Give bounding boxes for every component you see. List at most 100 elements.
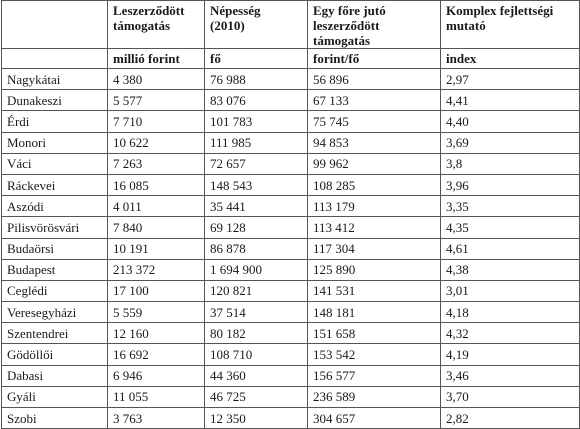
region-cell: Budaörsi [1, 237, 108, 260]
value-cell: 12 350 [204, 406, 308, 429]
value-cell: 4 380 [107, 67, 205, 91]
value-cell: 3,69 [440, 131, 580, 154]
value-cell: 80 182 [204, 322, 308, 345]
data-row: Budaörsi 10 191 86 878 117 304 4,61 [1, 237, 580, 260]
data-row: Dabasi 6 946 44 360 156 577 3,46 [1, 364, 580, 387]
region-cell: Érdi [1, 110, 108, 133]
data-row: Nagykátai 4 380 76 988 56 896 2,97 [1, 67, 580, 91]
region-cell: Monori [1, 131, 108, 154]
unit-cell: millió forint [107, 48, 205, 69]
unit-cell: fő [204, 48, 308, 69]
data-row: Ceglédi 17 100 120 821 141 531 3,01 [1, 279, 580, 303]
corner-cell [1, 48, 108, 69]
value-cell: 213 372 [107, 258, 205, 281]
region-cell: Gödöllői [1, 343, 108, 366]
value-cell: 153 542 [307, 343, 441, 366]
region-cell: Dunakeszi [1, 89, 108, 112]
value-cell: 69 128 [204, 216, 308, 239]
value-cell: 44 360 [204, 364, 308, 387]
header-cell: Leszerződött támogatás [107, 0, 205, 49]
value-cell: 83 076 [204, 89, 308, 112]
value-cell: 125 890 [307, 258, 441, 281]
unit-cell: index [440, 48, 580, 69]
value-cell: 2,97 [440, 67, 580, 91]
region-cell: Dabasi [1, 364, 108, 387]
header-cell: Népesség (2010) [204, 0, 308, 49]
value-cell: 4,35 [440, 216, 580, 239]
value-cell: 3 763 [107, 406, 205, 429]
value-cell: 236 589 [307, 385, 441, 409]
region-cell: Veresegyházi [1, 301, 108, 324]
value-cell: 94 853 [307, 131, 441, 154]
value-cell: 108 710 [204, 343, 308, 366]
data-row: Váci 7 263 72 657 99 962 3,8 [1, 152, 580, 175]
corner-cell [1, 0, 108, 49]
data-row: Gyáli 11 055 46 725 236 589 3,70 [1, 385, 580, 409]
value-cell: 4,32 [440, 322, 580, 345]
data-row: Érdi 7 710 101 783 75 745 4,40 [1, 110, 580, 133]
value-cell: 17 100 [107, 279, 205, 303]
data-row: Ráckevei 16 085 148 543 108 285 3,96 [1, 173, 580, 197]
value-cell: 7 710 [107, 110, 205, 133]
value-cell: 37 514 [204, 301, 308, 324]
value-cell: 10 191 [107, 237, 205, 260]
value-cell: 4,61 [440, 237, 580, 260]
value-cell: 10 622 [107, 131, 205, 154]
value-cell: 16 692 [107, 343, 205, 366]
value-cell: 3,96 [440, 173, 580, 197]
data-row: Gödöllői 16 692 108 710 153 542 4,19 [1, 343, 580, 366]
data-row: Szentendrei 12 160 80 182 151 658 4,32 [1, 322, 580, 345]
value-cell: 148 543 [204, 173, 308, 197]
unit-cell: forint/fő [307, 48, 441, 69]
value-cell: 5 559 [107, 301, 205, 324]
data-row: Pilisvörösvári 7 840 69 128 113 412 4,35 [1, 216, 580, 239]
value-cell: 46 725 [204, 385, 308, 409]
data-row: Aszódi 4 011 35 441 113 179 3,35 [1, 195, 580, 218]
value-cell: 5 577 [107, 89, 205, 112]
value-cell: 75 745 [307, 110, 441, 133]
data-row: Budapest 213 372 1 694 900 125 890 4,38 [1, 258, 580, 281]
value-cell: 113 179 [307, 195, 441, 218]
value-cell: 56 896 [307, 67, 441, 91]
value-cell: 156 577 [307, 364, 441, 387]
value-cell: 3,70 [440, 385, 580, 409]
value-cell: 1 694 900 [204, 258, 308, 281]
value-cell: 16 085 [107, 173, 205, 197]
data-row: Veresegyházi 5 559 37 514 148 181 4,18 [1, 301, 580, 324]
value-cell: 3,01 [440, 279, 580, 303]
value-cell: 76 988 [204, 67, 308, 91]
value-cell: 7 263 [107, 152, 205, 175]
region-cell: Szentendrei [1, 322, 108, 345]
value-cell: 4 011 [107, 195, 205, 218]
data-row: Dunakeszi 5 577 83 076 67 133 4,41 [1, 89, 580, 112]
value-cell: 151 658 [307, 322, 441, 345]
region-cell: Budapest [1, 258, 108, 281]
value-cell: 3,35 [440, 195, 580, 218]
value-cell: 11 055 [107, 385, 205, 409]
header-cell: Komplex fejlettségi mutató [440, 0, 580, 49]
data-row: Szobi 3 763 12 350 304 657 2,82 [1, 406, 580, 429]
region-cell: Gyáli [1, 385, 108, 409]
value-cell: 4,41 [440, 89, 580, 112]
value-cell: 304 657 [307, 406, 441, 429]
region-cell: Ceglédi [1, 279, 108, 303]
value-cell: 86 878 [204, 237, 308, 260]
value-cell: 4,40 [440, 110, 580, 133]
value-cell: 148 181 [307, 301, 441, 324]
value-cell: 72 657 [204, 152, 308, 175]
value-cell: 99 962 [307, 152, 441, 175]
region-cell: Szobi [1, 406, 108, 429]
value-cell: 12 160 [107, 322, 205, 345]
region-cell: Pilisvörösvári [1, 216, 108, 239]
value-cell: 67 133 [307, 89, 441, 112]
header-row: Leszerződött támogatás Népesség (2010) Egy… [1, 0, 580, 49]
region-cell: Aszódi [1, 195, 108, 218]
value-cell: 7 840 [107, 216, 205, 239]
value-cell: 3,8 [440, 152, 580, 175]
region-cell: Nagykátai [1, 67, 108, 91]
region-cell: Váci [1, 152, 108, 175]
value-cell: 4,18 [440, 301, 580, 324]
value-cell: 120 821 [204, 279, 308, 303]
